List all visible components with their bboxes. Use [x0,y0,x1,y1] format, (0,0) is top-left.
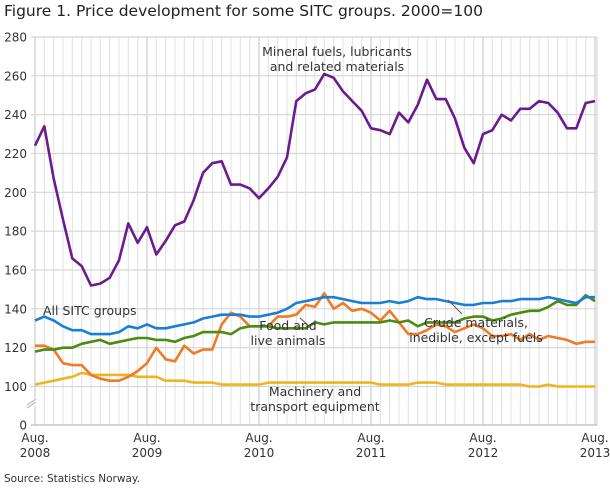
series-label-line: Crude materials, [424,315,528,330]
x-tick-label: Aug. 2010 [244,431,275,460]
series-label-line: and related materials [270,59,404,74]
series-label-line: Food and [259,318,316,333]
series-label-line: live animals [251,333,326,348]
x-tick-label-line: 2010 [244,446,275,460]
y-tick-label: 140 [4,302,27,316]
series-label-line: Mineral fuels, lubricants [262,44,412,59]
series-label-line: All SITC groups [43,303,137,318]
series-line-4 [34,371,595,388]
x-tick-label-line: 2012 [468,446,499,460]
y-tick-label: 100 [4,380,27,394]
x-tick-label-line: 2009 [132,446,163,460]
y-tick-label: 200 [4,186,27,200]
x-tick-label-line: 2013 [580,446,610,460]
series-label: Food and live animals [251,318,326,348]
x-tick-label-line: Aug. [133,431,160,445]
x-tick-label-line: 2011 [356,446,387,460]
axis-break-mark [26,401,37,409]
y-tick-label: 0 [19,419,27,433]
x-tick-label-line: Aug. [245,431,272,445]
x-tick-label: Aug. 2013 [580,431,610,460]
source-note: Source: Statistics Norway. [4,473,140,485]
x-tick-label-line: Aug. [21,431,48,445]
y-tick-label: 240 [4,108,27,122]
x-tick-label: Aug. 2009 [132,431,163,460]
chart-title: Figure 1. Price development for some SIT… [4,2,483,20]
series-label: Mineral fuels, lubricants and related mat… [262,44,412,74]
x-tick-label: Aug. 2008 [20,431,51,460]
axis-break-mask [26,398,40,406]
y-tick-label: 260 [4,69,27,83]
axis-break-mark [26,398,37,406]
y-tick-label: 220 [4,147,27,161]
series-line-3 [35,291,595,383]
x-tick-label-line: Aug. [581,431,608,445]
series-label-line: transport equipment [250,399,379,414]
series-label: Machinery and transport equipment [250,384,379,414]
series-label: All SITC groups [43,303,137,318]
series-label-line: Machinery and [269,384,361,399]
y-tick-label: 280 [4,31,27,45]
leader-line-crude [447,299,463,315]
leader-line-food [299,317,311,328]
y-tick-label: 120 [4,341,27,355]
x-tick-label-line: 2008 [20,446,51,460]
x-tick-label: Aug. 2011 [356,431,387,460]
series-label: Crude materials, inedible, except fuels [409,315,543,345]
series-line-1 [34,295,595,336]
series-line-0 [33,72,596,287]
x-tick-label-line: Aug. [357,431,384,445]
series-line-2 [34,293,596,353]
x-tick-label: Aug. 2012 [468,431,499,460]
y-tick-label: 160 [4,264,27,278]
y-tick-label: 180 [4,225,27,239]
series-label-line: inedible, except fuels [409,330,543,345]
x-tick-label-line: Aug. [469,431,496,445]
